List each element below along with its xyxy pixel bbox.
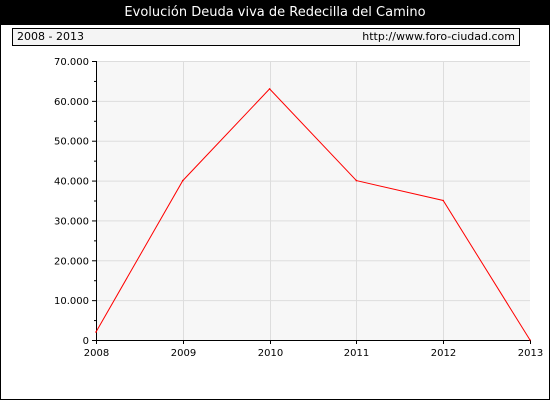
y-tick-label: 60.000 (54, 97, 89, 108)
plot-area (96, 61, 530, 340)
y-tick-label: 50.000 (54, 137, 89, 148)
y-tick-label: 30.000 (54, 216, 89, 227)
period-label: 2008 - 2013 (17, 30, 84, 43)
x-tick-label: 2013 (518, 348, 543, 359)
series-group (95, 88, 531, 341)
source-url: http://www.foro-ciudad.com (362, 30, 515, 43)
y-tick-label: 10.000 (54, 296, 89, 307)
info-box: 2008 - 2013 http://www.foro-ciudad.com (12, 28, 520, 46)
data-point (529, 339, 531, 341)
x-tick-label: 2012 (431, 348, 456, 359)
y-tick-label: 70.000 (54, 57, 89, 68)
data-point (442, 199, 445, 202)
data-point (182, 179, 184, 182)
grid-lines (96, 61, 530, 340)
axes (96, 61, 530, 341)
x-tick-label: 2011 (344, 348, 369, 359)
x-axis-ticks: 2008 2009 2010 2011 2012 2013 (84, 340, 543, 359)
y-tick-label: 40.000 (54, 177, 89, 188)
y-tick-label: 0 (83, 336, 89, 347)
x-tick-label: 2010 (258, 348, 283, 359)
x-tick-label: 2009 (171, 348, 196, 359)
chart-title: Evolución Deuda viva de Redecilla del Ca… (0, 0, 550, 25)
y-axis-ticks: 0 10.000 20.000 30.000 40.000 50.000 60.000 70.… (54, 57, 96, 347)
data-point (95, 331, 97, 333)
y-tick-label: 20.000 (54, 256, 89, 267)
x-tick-label: 2008 (84, 348, 109, 359)
series-line (95, 88, 531, 341)
data-point (355, 179, 358, 182)
data-point (268, 88, 271, 90)
